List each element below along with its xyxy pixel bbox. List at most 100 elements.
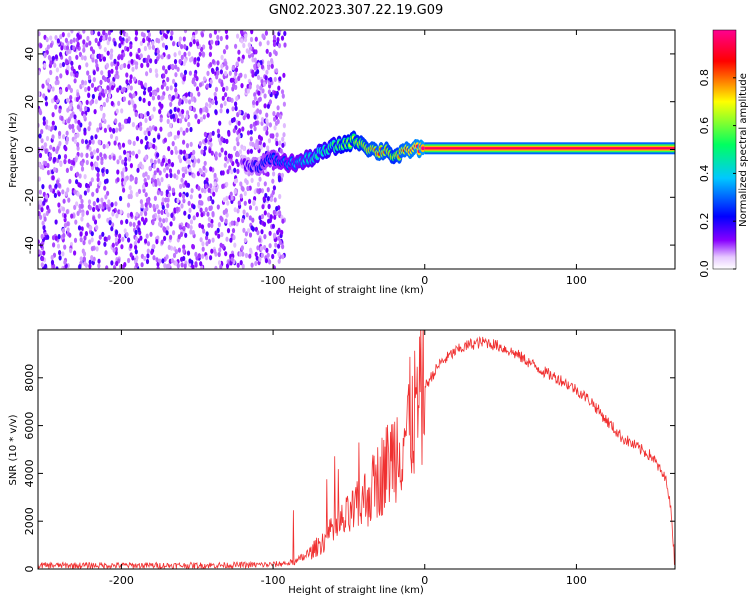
noise-speckle [186, 223, 190, 229]
noise-speckle [253, 57, 257, 63]
noise-speckle [147, 32, 151, 38]
noise-speckle [167, 132, 171, 138]
noise-speckle [126, 152, 130, 158]
noise-speckle [163, 167, 167, 173]
noise-speckle [214, 40, 219, 46]
noise-speckle [147, 86, 151, 93]
noise-speckle [94, 134, 98, 140]
noise-speckle [220, 136, 224, 142]
x-tick-label: 100 [566, 274, 587, 287]
noise-speckle [38, 199, 43, 205]
noise-speckle [155, 257, 159, 263]
noise-speckle [83, 55, 87, 61]
noise-speckle [92, 149, 96, 155]
noise-speckle [90, 82, 95, 88]
noise-speckle [106, 217, 110, 223]
noise-speckle [61, 206, 66, 212]
noise-speckle [145, 233, 149, 239]
noise-speckle [243, 200, 247, 206]
noise-speckle [139, 40, 143, 47]
noise-speckle [39, 214, 43, 220]
noise-speckle [88, 146, 92, 152]
noise-speckle [171, 95, 175, 101]
noise-speckle [181, 172, 186, 178]
noise-speckle [151, 95, 155, 101]
noise-speckle [116, 177, 120, 183]
noise-speckle [236, 141, 240, 147]
noise-speckle [204, 207, 208, 213]
noise-speckle [187, 214, 191, 220]
noise-speckle [140, 62, 144, 69]
noise-speckle [281, 218, 285, 224]
noise-speckle [65, 86, 69, 92]
noise-speckle [56, 79, 60, 85]
noise-speckle [155, 204, 159, 210]
noise-speckle [78, 51, 82, 58]
noise-speckle [183, 58, 187, 64]
noise-speckle [146, 174, 150, 181]
noise-speckle [118, 155, 122, 161]
noise-speckle [264, 125, 268, 131]
noise-speckle [197, 253, 201, 259]
noise-speckle [227, 153, 231, 159]
noise-speckle [42, 93, 46, 99]
noise-speckle [201, 107, 205, 113]
noise-speckle [268, 51, 272, 58]
noise-speckle [146, 199, 151, 205]
noise-speckle [83, 127, 87, 133]
noise-speckle [75, 54, 79, 60]
noise-speckle [94, 99, 98, 105]
noise-speckle [98, 203, 102, 209]
noise-speckle [114, 118, 118, 124]
noise-speckle [158, 101, 162, 107]
noise-speckle [92, 216, 96, 222]
noise-speckle [74, 157, 78, 163]
noise-speckle [40, 207, 44, 213]
noise-speckle [205, 102, 209, 108]
noise-speckle [197, 158, 201, 164]
noise-speckle [38, 176, 41, 182]
noise-speckle [85, 99, 89, 105]
noise-speckle [173, 173, 177, 179]
noise-speckle [143, 255, 147, 262]
noise-speckle [82, 251, 87, 257]
noise-speckle [277, 85, 281, 91]
noise-speckle [55, 67, 60, 73]
noise-speckle [110, 61, 114, 67]
noise-speckle [46, 77, 51, 83]
noise-speckle [200, 32, 205, 38]
noise-speckle [281, 93, 285, 99]
noise-speckle [118, 126, 122, 132]
noise-speckle [225, 44, 229, 50]
noise-speckle [92, 77, 96, 83]
noise-speckle [153, 178, 157, 184]
noise-speckle [171, 141, 175, 147]
noise-speckle [177, 247, 181, 253]
noise-speckle [191, 154, 195, 160]
noise-speckle [142, 57, 146, 63]
noise-speckle [211, 211, 215, 217]
noise-speckle [160, 35, 164, 41]
noise-speckle [200, 46, 204, 53]
noise-speckle [262, 142, 266, 148]
noise-speckle [66, 64, 70, 71]
noise-speckle [176, 130, 181, 136]
noise-speckle [189, 229, 193, 235]
noise-speckle [183, 51, 187, 57]
noise-speckle [263, 234, 267, 240]
noise-speckle [174, 64, 178, 70]
noise-speckle [115, 65, 119, 71]
noise-speckle [205, 255, 209, 261]
noise-speckle [112, 127, 116, 134]
noise-speckle [132, 76, 137, 82]
noise-speckle [270, 58, 274, 64]
noise-speckle [104, 194, 108, 200]
noise-speckle [280, 229, 284, 235]
noise-speckle [241, 251, 245, 257]
noise-speckle [75, 201, 79, 207]
noise-speckle [56, 243, 61, 249]
x-tick-label: 0 [421, 274, 428, 287]
noise-speckle [47, 208, 51, 214]
noise-speckle [165, 263, 169, 269]
